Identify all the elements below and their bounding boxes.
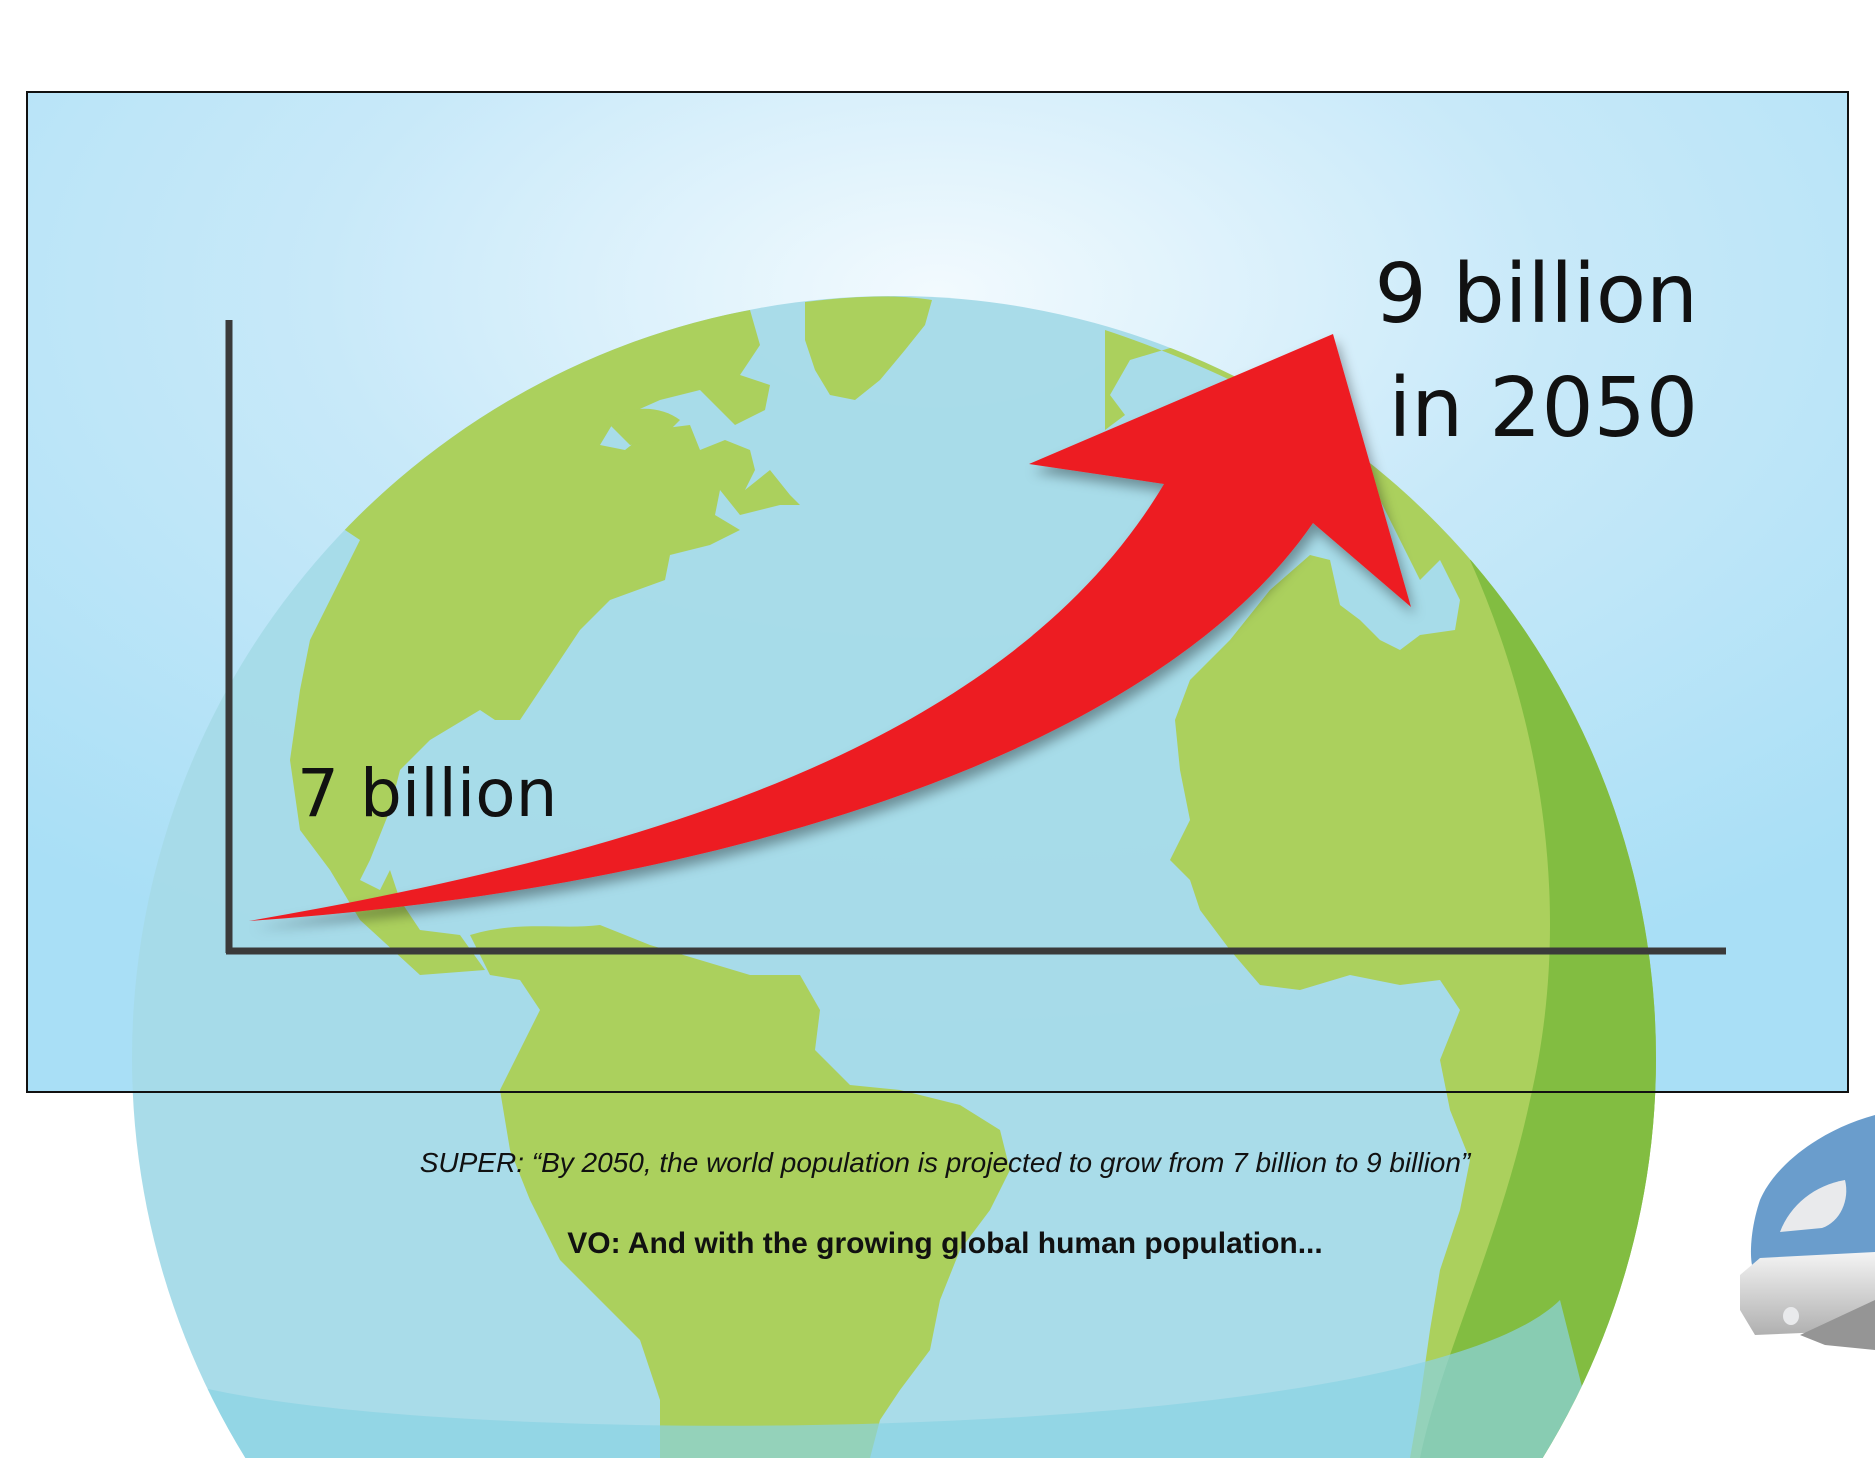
voiceover-caption: VO: And with the growing global human po… [567, 1227, 1322, 1260]
label-in-2050: in 2050 [1388, 361, 1698, 456]
label-7-billion: 7 billion [297, 755, 557, 832]
super-caption: SUPER: “By 2050, the world population is… [420, 1147, 1472, 1178]
chart-axes [225, 320, 1726, 955]
train-illustration [1740, 1115, 1875, 1350]
label-9-billion: 9 billion [1374, 247, 1698, 342]
frame-border [26, 91, 1849, 1093]
growth-arrow-icon [249, 334, 1411, 921]
